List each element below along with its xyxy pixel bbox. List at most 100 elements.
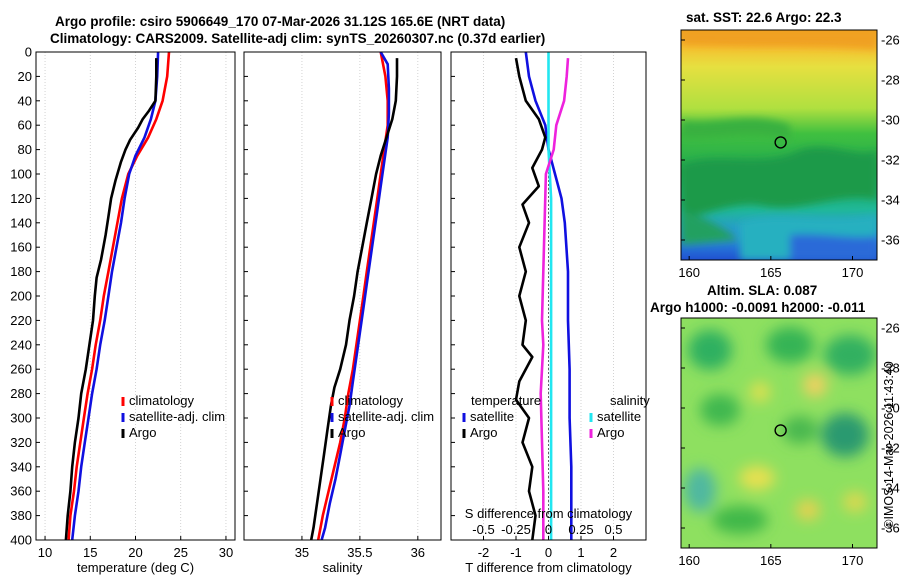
- sla-map-frame: [680, 317, 878, 549]
- y-tick-label: 0: [25, 45, 32, 60]
- salinity-legend: climatology satellite-adj. clim Argo: [330, 393, 434, 440]
- y-tick-label: 260: [10, 362, 32, 377]
- x-tick-label: 2: [610, 545, 617, 560]
- y-tick-label: 100: [10, 167, 32, 182]
- sst-heatmap: [681, 30, 877, 260]
- map-y-tick-label: -32: [881, 153, 900, 168]
- series-satellite-adj-clim: [320, 51, 391, 541]
- x-tick-label: 0: [545, 545, 552, 560]
- map-y-tick-label: -26: [881, 33, 900, 48]
- sla-map-title-line2: Argo h1000: -0.0091 h2000: -0.011: [650, 300, 866, 315]
- x-tick-label: 25: [173, 545, 187, 560]
- plot-frame: [243, 51, 442, 541]
- legend-climatology-label: climatology: [338, 393, 404, 408]
- imos-timestamp: ©IMOS 14-Mar-2026 11:43:40: [882, 361, 896, 529]
- temperature-panel: 10 15 20 25 30 temperature (deg C) 0 20 40 60 80 10…: [10, 45, 236, 575]
- salinity-panel: 35 35.5 36 salinity: [243, 51, 442, 575]
- map-x-tick-label: 170: [842, 265, 864, 280]
- series-salinity-satellite: [547, 52, 553, 540]
- series-climatology: [67, 51, 171, 541]
- map-y-tick-label: -34: [881, 193, 900, 208]
- map-y-tick-label: -28: [881, 361, 900, 376]
- x2-tick-label: 0.5: [604, 522, 622, 537]
- y-tick-label: 240: [10, 337, 32, 352]
- x-tick-label: 30: [219, 545, 233, 560]
- sla-map-axes: 160 165 170 -26 -28 -30 -32 -34 -36: [678, 321, 899, 569]
- y-tick-label: 300: [10, 411, 32, 426]
- profile-location-marker: [774, 424, 787, 437]
- legend-temperature-title: temperature: [471, 393, 541, 408]
- y-tick-label: 120: [10, 191, 32, 206]
- y-tick-label: 360: [10, 484, 32, 499]
- x-tick-label: 35.5: [347, 545, 372, 560]
- legend-argo-label: Argo: [129, 425, 156, 440]
- y-tick-label: 40: [18, 93, 32, 108]
- x-tick-label: 15: [83, 545, 97, 560]
- map-x-tick-label: 160: [678, 553, 700, 568]
- y-tick-label: 140: [10, 215, 32, 230]
- x-tick-label: 20: [128, 545, 142, 560]
- legend-t-argo-label: Argo: [470, 425, 497, 440]
- x2-tick-label: 0: [545, 522, 552, 537]
- legend-t-satellite-label: satellite: [470, 409, 514, 424]
- x-axis-label: T difference from climatology: [465, 560, 632, 575]
- x-tick-label: 1: [577, 545, 584, 560]
- x2-axis-label: S difference from climatology: [465, 506, 633, 521]
- x2-tick-label: 0.25: [568, 522, 593, 537]
- map-x-tick-label: 160: [678, 265, 700, 280]
- sst-map-axes: 160 165 170 -26 -28 -30 -32 -34 -36: [678, 33, 899, 281]
- map-y-tick-label: -30: [881, 113, 900, 128]
- y-tick-label: 60: [18, 118, 32, 133]
- x2-tick-label: -0.25: [501, 522, 531, 537]
- map-x-tick-label: 165: [760, 553, 782, 568]
- x-tick-label: 10: [38, 545, 52, 560]
- y-tick-label: 280: [10, 386, 32, 401]
- legend-argo-label: Argo: [338, 425, 365, 440]
- map-y-tick-label: -34: [881, 481, 900, 496]
- y-tick-label: 180: [10, 264, 32, 279]
- figure-title-line1: Argo profile: csiro 5906649_170 07-Mar-2…: [55, 14, 506, 29]
- y-tick-label: 320: [10, 435, 32, 450]
- y-tick-label: 400: [10, 533, 32, 548]
- sla-map-title-line1: Altim. SLA: 0.087: [707, 283, 818, 298]
- map-y-tick-label: -36: [881, 521, 900, 536]
- difference-legend: temperature satellite Argo salinity sate…: [462, 393, 650, 440]
- x-axis-label: salinity: [323, 560, 363, 575]
- x-axis-label: temperature (deg C): [77, 560, 194, 575]
- map-x-tick-label: 165: [760, 265, 782, 280]
- x2-tick-label: -0.5: [472, 522, 494, 537]
- difference-panel: -2 -1 0 1 2T difference from climatology S di…: [450, 51, 647, 575]
- y-tick-label: 20: [18, 69, 32, 84]
- figure-title-line2: Climatology: CARS2009. Satellite-adj cli…: [50, 31, 546, 46]
- temperature-legend: climatology satellite-adj. clim Argo: [121, 393, 225, 440]
- series-argo: [309, 58, 399, 541]
- sst-map-frame: [680, 29, 878, 261]
- series-temperature-satellite: [524, 51, 573, 540]
- y-tick-label: 80: [18, 142, 32, 157]
- legend-s-satellite-label: satellite: [597, 409, 641, 424]
- sla-heatmap: [681, 318, 877, 548]
- map-y-tick-label: -30: [881, 401, 900, 416]
- profile-location-marker: [774, 136, 787, 149]
- legend-salinity-title: salinity: [610, 393, 650, 408]
- y-tick-label: 340: [10, 459, 32, 474]
- series-temperature-argo: [514, 57, 547, 541]
- x-tick-label: -1: [510, 545, 522, 560]
- y-tick-label: 220: [10, 313, 32, 328]
- y-tick-label: 160: [10, 240, 32, 255]
- y-tick-label: 200: [10, 289, 32, 304]
- legend-climatology-label: climatology: [129, 393, 195, 408]
- y-tick-label: 380: [10, 508, 32, 523]
- map-y-tick-label: -26: [881, 321, 900, 336]
- series-argo: [64, 58, 158, 541]
- legend-satellite-label: satellite-adj. clim: [338, 409, 434, 424]
- legend-satellite-label: satellite-adj. clim: [129, 409, 225, 424]
- sst-map-title: sat. SST: 22.6 Argo: 22.3: [686, 10, 842, 25]
- x-tick-label: -2: [478, 545, 490, 560]
- map-y-tick-label: -36: [881, 233, 900, 248]
- legend-s-argo-label: Argo: [597, 425, 624, 440]
- series-salinity-argo: [539, 58, 570, 540]
- map-x-tick-label: 170: [842, 553, 864, 568]
- x-tick-label: 36: [411, 545, 425, 560]
